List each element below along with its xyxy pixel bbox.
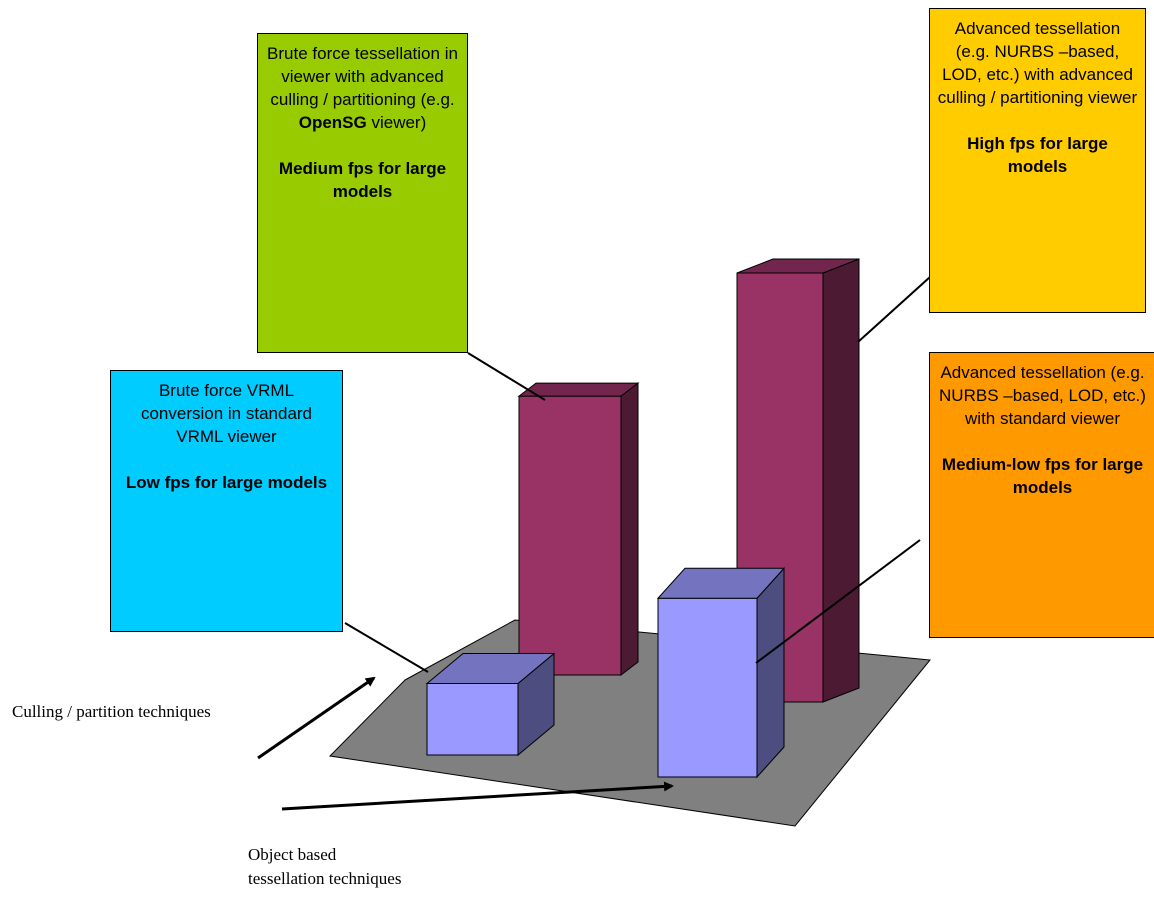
x-axis-label-line1: Object based <box>248 845 337 864</box>
bar-front-face <box>426 683 519 756</box>
callout-adv-culling: Advanced tessellation (e.g. NURBS –based… <box>929 8 1146 313</box>
x-axis-label-line2: tessellation techniques <box>248 869 402 888</box>
x-axis-arrow <box>281 781 674 811</box>
bar-front-face <box>657 597 758 778</box>
bar-top-face <box>656 567 786 599</box>
callout-performance: Medium fps for large models <box>278 159 447 201</box>
callout-description: Advanced tessellation (e.g. NURBS –based… <box>939 363 1146 428</box>
callout-adv-standard: Advanced tessellation (e.g. NURBS –based… <box>929 352 1154 638</box>
callout-brute-vrml: Brute force VRML conversion in standard … <box>110 370 343 632</box>
callout-description-bold: OpenSG <box>298 113 367 132</box>
callout-description: Advanced tessellation (e.g. NURBS –based… <box>937 19 1138 107</box>
callout-performance: High fps for large models <box>967 134 1108 176</box>
leader-line-brute-vrml <box>344 622 429 673</box>
callout-performance: Low fps for large models <box>125 473 328 492</box>
callout-description-suffix: viewer) <box>366 113 427 132</box>
callout-description: Brute force VRML conversion in standard … <box>140 381 313 446</box>
callout-performance: Medium-low fps for large models <box>941 455 1144 497</box>
leader-line-adv-culling <box>857 276 931 343</box>
bar-top-face <box>517 382 640 397</box>
bar-side-face <box>822 258 860 703</box>
bar-brute-opensg <box>517 382 640 677</box>
leader-line-adv-standard <box>755 539 921 664</box>
bar-top-face <box>425 653 556 684</box>
bar-adv-standard <box>656 566 786 779</box>
depth-axis-arrow <box>257 676 376 760</box>
leader-line-brute-opensg <box>467 352 546 401</box>
bar-front-face <box>518 395 622 676</box>
callout-description: Brute force tessellation in viewer with … <box>264 42 461 134</box>
bar-top-face <box>736 258 860 274</box>
bar-side-face <box>756 566 785 779</box>
depth-axis-label: Culling / partition techniques <box>12 702 211 721</box>
callout-brute-opensg: Brute force tessellation in viewer with … <box>257 33 468 353</box>
x-axis-label: Object based tessellation techniques <box>248 843 401 891</box>
bar-brute-vrml <box>425 652 556 757</box>
bar-side-face <box>620 382 639 677</box>
callout-description-prefix: Brute force tessellation in viewer with … <box>267 44 458 109</box>
